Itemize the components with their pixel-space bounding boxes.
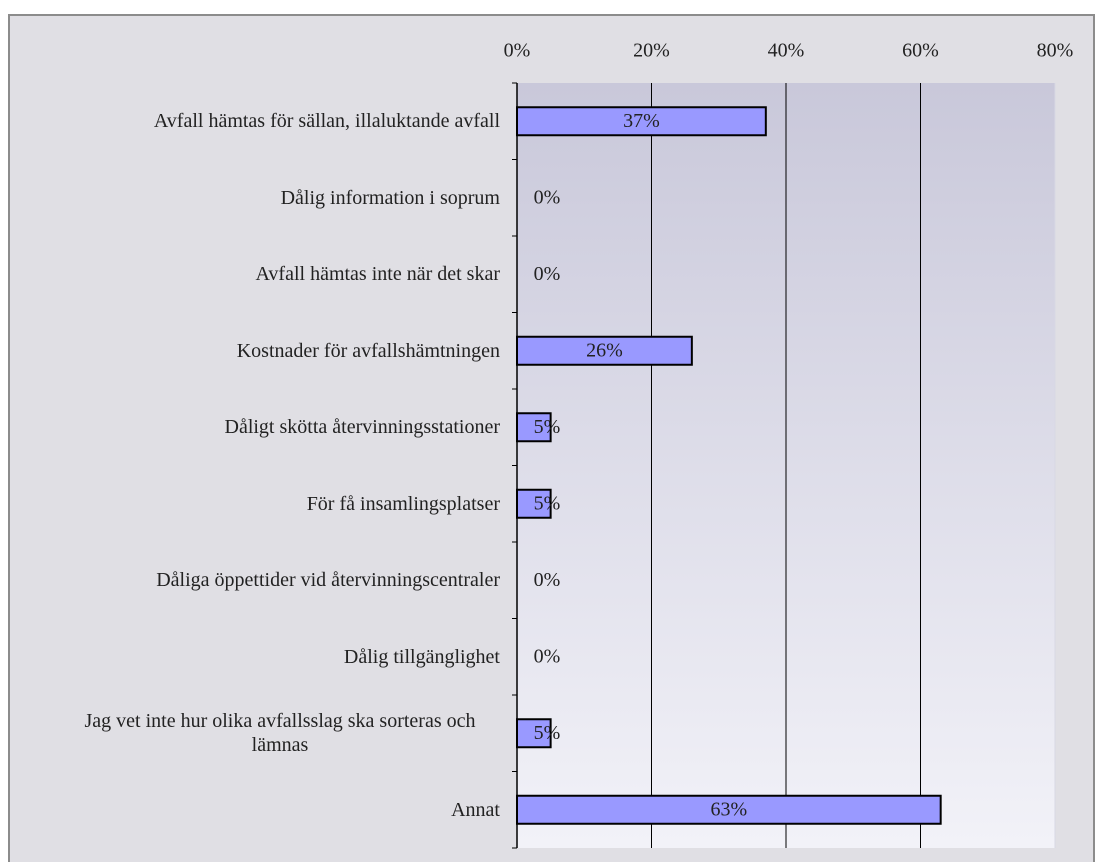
category-label-text: Dåliga öppettider vid återvinningscentra… xyxy=(156,569,500,592)
x-tick-label: 80% xyxy=(1037,40,1074,62)
value-label: 37% xyxy=(623,110,660,132)
value-label: 0% xyxy=(534,645,561,667)
category-label: Avfall hämtas för sällan, illaluktande a… xyxy=(20,83,500,160)
category-label-text: Avfall hämtas för sällan, illaluktande a… xyxy=(153,110,500,133)
value-label: 5% xyxy=(534,492,561,514)
value-label: 0% xyxy=(534,569,561,591)
category-label: Kostnader för avfallshämtningen xyxy=(20,313,500,390)
value-label: 0% xyxy=(534,186,561,208)
bar xyxy=(516,794,942,825)
category-label: Dåliga öppettider vid återvinningscentra… xyxy=(20,542,500,619)
bar xyxy=(516,488,552,519)
category-label: Jag vet inte hur olika avfallsslag ska s… xyxy=(20,695,500,772)
value-label: 5% xyxy=(534,416,561,438)
x-tick-label: 0% xyxy=(504,40,531,62)
bar xyxy=(516,718,552,749)
category-label-text: Kostnader för avfallshämtningen xyxy=(236,339,500,362)
category-label: Annat xyxy=(20,772,500,849)
category-label-text: För få insamlingsplatser xyxy=(306,492,500,515)
bar xyxy=(516,106,767,137)
category-label: Avfall hämtas inte när det skar xyxy=(20,236,500,313)
bar xyxy=(516,412,552,443)
value-label: 26% xyxy=(586,339,623,361)
value-label: 63% xyxy=(711,798,748,820)
category-label-text: Dålig tillgänglighet xyxy=(343,645,500,668)
category-label: För få insamlingsplatser xyxy=(20,466,500,543)
category-label-text: Dåligt skötta återvinningsstationer xyxy=(224,416,501,439)
value-label: 5% xyxy=(534,722,561,744)
x-tick-label: 40% xyxy=(768,40,805,62)
category-label-text: Dålig information i soprum xyxy=(280,186,500,209)
value-label: 0% xyxy=(534,263,561,285)
x-tick-label: 20% xyxy=(633,40,670,62)
category-label-text: Annat xyxy=(451,798,500,821)
x-tick-label: 60% xyxy=(902,40,939,62)
category-label-text: Avfall hämtas inte när det skar xyxy=(255,263,500,286)
category-label: Dålig information i soprum xyxy=(20,160,500,237)
category-label: Dåligt skötta återvinningsstationer xyxy=(20,389,501,466)
bar xyxy=(516,335,693,366)
category-label: Dålig tillgänglighet xyxy=(20,619,500,696)
category-label-text: Jag vet inte hur olika avfallsslag ska s… xyxy=(84,710,476,757)
